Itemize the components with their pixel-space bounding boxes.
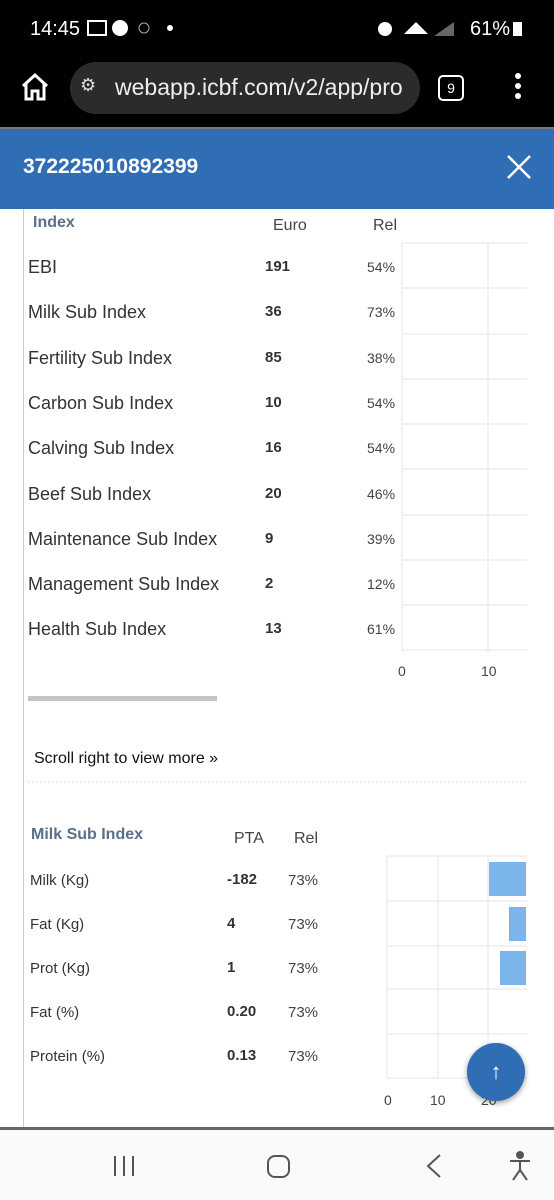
table-header: Rel bbox=[373, 217, 398, 234]
row-value: 16 bbox=[265, 439, 282, 457]
row-label: Health Sub Index bbox=[28, 619, 167, 640]
scroll-hint: Scroll right to view more » bbox=[34, 750, 219, 767]
row-label: EBI bbox=[28, 257, 58, 277]
row-reliability: 12% bbox=[367, 576, 396, 593]
row-reliability: 73% bbox=[288, 916, 319, 933]
row-value: 0.13 bbox=[227, 1047, 257, 1064]
home-button[interactable] bbox=[20, 72, 50, 102]
row-reliability: 54% bbox=[367, 259, 396, 275]
battery-level: 61% bbox=[470, 18, 511, 40]
row-value: 2 bbox=[265, 575, 274, 593]
row-value: 20 bbox=[265, 484, 282, 502]
row-label: Prot (Kg) bbox=[30, 960, 91, 977]
status-icons bbox=[87, 20, 173, 36]
content-border bbox=[23, 209, 24, 1129]
nav-buttons bbox=[114, 1151, 530, 1181]
row-label: Carbon Sub Index bbox=[28, 392, 174, 413]
row-reliability: 54% bbox=[367, 440, 396, 457]
axis-tick-label: 10 bbox=[481, 663, 497, 679]
row-value: 13 bbox=[265, 620, 282, 638]
row-label: Milk Sub Index bbox=[28, 302, 147, 323]
row-label: Milk (Kg) bbox=[30, 872, 90, 889]
battery-icon bbox=[513, 22, 522, 36]
row-reliability: 73% bbox=[367, 304, 396, 321]
row-label: Fat (%) bbox=[30, 1004, 80, 1021]
row-value: 4 bbox=[227, 915, 236, 932]
row-label: Beef Sub Index bbox=[28, 483, 152, 504]
row-value: 10 bbox=[265, 393, 282, 411]
row-value: 1 bbox=[227, 959, 236, 976]
row-value: 191 bbox=[265, 258, 291, 275]
navigation-bar bbox=[0, 1127, 554, 1200]
row-value: 36 bbox=[265, 303, 282, 321]
close-button[interactable] bbox=[505, 153, 533, 181]
row-value: -182 bbox=[227, 871, 258, 888]
table-header: Euro bbox=[273, 217, 307, 234]
row-reliability: 73% bbox=[288, 872, 319, 889]
row-label: Fertility Sub Index bbox=[28, 347, 173, 368]
table-header: Rel bbox=[294, 830, 319, 847]
row-reliability: 73% bbox=[288, 1004, 319, 1021]
row-label: Management Sub Index bbox=[28, 574, 220, 595]
row-value: 0.20 bbox=[227, 1003, 257, 1020]
row-reliability: 61% bbox=[367, 621, 396, 638]
row-value: 9 bbox=[265, 529, 274, 547]
modal-header bbox=[0, 127, 554, 209]
row-value: 85 bbox=[265, 348, 282, 366]
site-info-icon[interactable]: ⚙ bbox=[80, 75, 97, 95]
axis-tick-label: 0 bbox=[398, 663, 406, 679]
row-label: Calving Sub Index bbox=[28, 438, 175, 459]
row-reliability: 73% bbox=[288, 1048, 319, 1065]
table-header: PTA bbox=[234, 830, 264, 847]
row-reliability: 54% bbox=[367, 394, 396, 411]
scroll-top-button[interactable]: ↑ bbox=[467, 1043, 525, 1101]
table-header: Index bbox=[33, 214, 75, 231]
status-icons-right bbox=[378, 22, 454, 36]
row-label: Fat (Kg) bbox=[30, 916, 85, 933]
row-reliability: 38% bbox=[367, 349, 396, 366]
url[interactable]: webapp.icbf.com/v2/app/pro bbox=[115, 76, 403, 99]
row-reliability: 39% bbox=[367, 530, 396, 547]
chart-grids bbox=[28, 242, 527, 1079]
axis-tick-label: 10 bbox=[430, 1092, 446, 1108]
row-label: Protein (%) bbox=[30, 1048, 106, 1065]
modal-title: 372225010892399 bbox=[23, 155, 199, 178]
row-label: Maintenance Sub Index bbox=[28, 528, 218, 549]
address-bar[interactable] bbox=[70, 62, 420, 114]
row-reliability: 73% bbox=[288, 960, 319, 977]
axis-tick-label: 0 bbox=[384, 1092, 392, 1108]
menu-button[interactable] bbox=[510, 72, 526, 102]
table-header: Milk Sub Index bbox=[31, 826, 144, 843]
status-time: 14:45 bbox=[30, 18, 81, 40]
row-reliability: 46% bbox=[367, 485, 396, 502]
tab-count[interactable]: 9 bbox=[438, 75, 464, 101]
